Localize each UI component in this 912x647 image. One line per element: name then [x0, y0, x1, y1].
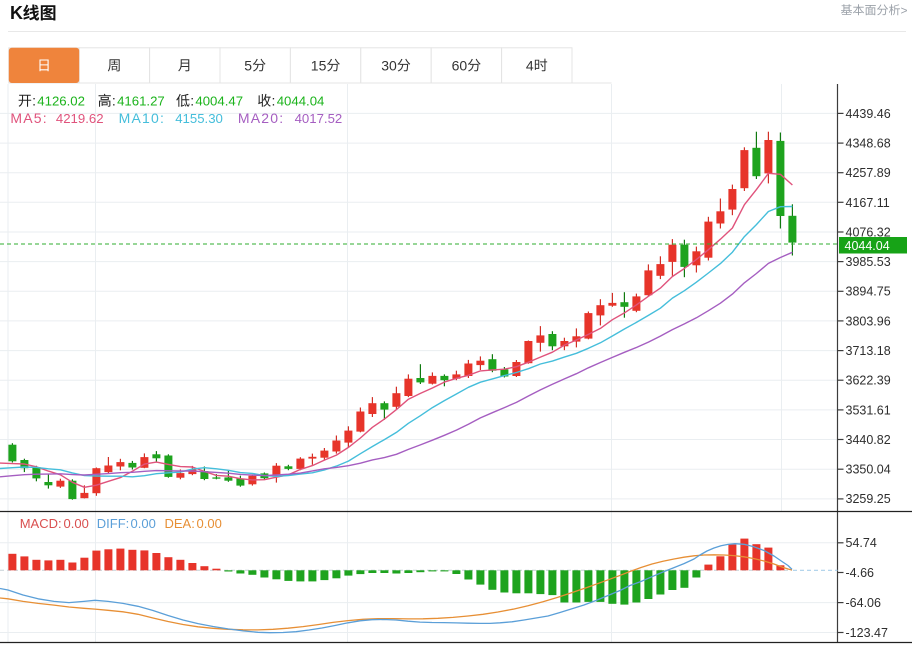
svg-text:3440.82: 3440.82 — [846, 433, 891, 447]
svg-text:4044.04: 4044.04 — [277, 94, 325, 109]
svg-text:3531.61: 3531.61 — [846, 403, 891, 417]
svg-text:MA10:: MA10: — [119, 110, 165, 126]
svg-text::: : — [272, 93, 276, 109]
svg-text:-64.06: -64.06 — [846, 596, 881, 610]
svg-text:-123.47: -123.47 — [846, 626, 888, 640]
svg-text:54.74: 54.74 — [846, 536, 877, 550]
svg-text:>: > — [901, 3, 908, 17]
svg-text:3622.39: 3622.39 — [846, 374, 891, 388]
svg-text:3713.18: 3713.18 — [846, 344, 891, 358]
svg-text:MA20:: MA20: — [238, 110, 284, 126]
svg-text:3259.25: 3259.25 — [846, 492, 891, 506]
svg-text:15: 15 — [311, 58, 327, 74]
svg-text:3894.75: 3894.75 — [846, 285, 891, 299]
svg-text:4076.32: 4076.32 — [846, 225, 891, 239]
svg-text:4017.52: 4017.52 — [295, 111, 343, 126]
svg-text::: : — [112, 93, 116, 109]
svg-text:4161.27: 4161.27 — [117, 94, 165, 109]
svg-text:4219.62: 4219.62 — [56, 111, 104, 126]
svg-text:-4.66: -4.66 — [846, 566, 875, 580]
svg-text:4044.04: 4044.04 — [845, 239, 890, 253]
svg-text:MA5:: MA5: — [10, 110, 47, 126]
svg-text:4439.46: 4439.46 — [846, 107, 891, 121]
svg-text:4: 4 — [526, 58, 534, 74]
svg-text::: : — [190, 93, 194, 109]
svg-text:4167.11: 4167.11 — [846, 196, 890, 210]
svg-text::: : — [32, 93, 36, 109]
svg-text:0.00: 0.00 — [131, 516, 156, 531]
svg-text:4348.68: 4348.68 — [846, 137, 891, 151]
svg-text:30: 30 — [381, 58, 397, 74]
svg-text:0.00: 0.00 — [64, 516, 89, 531]
svg-text:4155.30: 4155.30 — [175, 111, 223, 126]
svg-text:3803.96: 3803.96 — [846, 314, 891, 328]
svg-text:4004.47: 4004.47 — [195, 94, 243, 109]
svg-text:MACD:: MACD: — [20, 516, 62, 531]
svg-text:4126.02: 4126.02 — [37, 94, 85, 109]
svg-text:K: K — [10, 3, 23, 23]
svg-text:3350.04: 3350.04 — [846, 463, 891, 477]
svg-text:60: 60 — [452, 58, 468, 74]
svg-text:DIFF:: DIFF: — [97, 516, 130, 531]
svg-text:0.00: 0.00 — [197, 516, 222, 531]
svg-text:5: 5 — [244, 58, 252, 74]
svg-text:3985.53: 3985.53 — [846, 255, 891, 269]
svg-text:4257.89: 4257.89 — [846, 166, 891, 180]
svg-text:DEA:: DEA: — [165, 516, 195, 531]
